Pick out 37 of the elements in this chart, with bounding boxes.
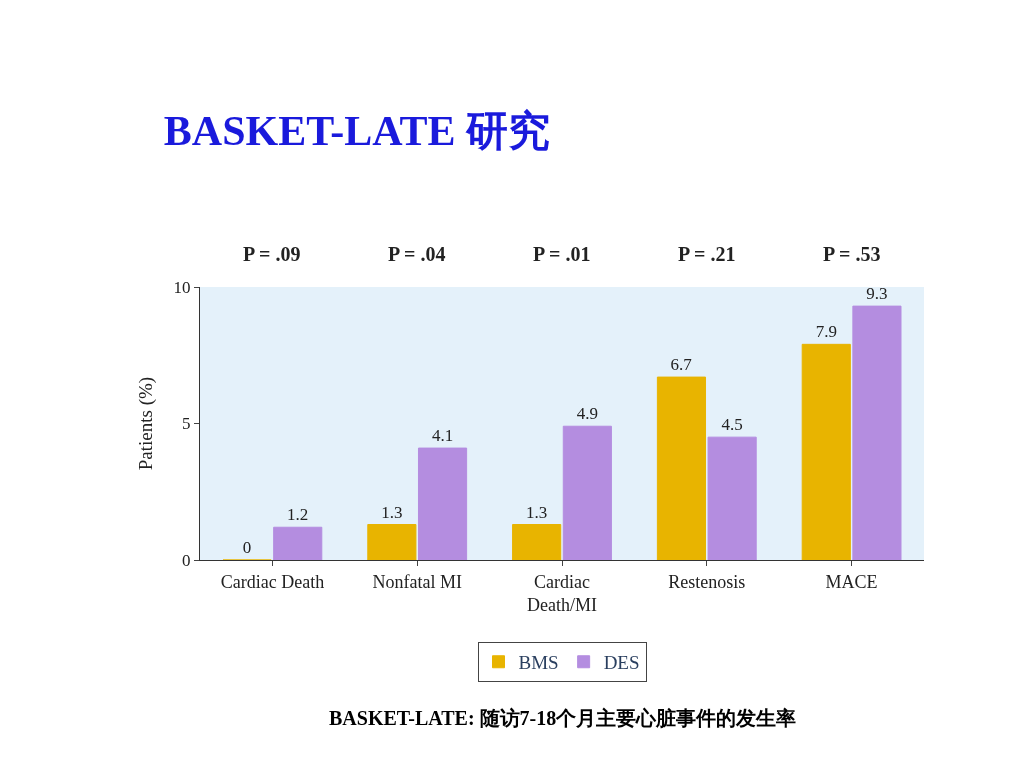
bar [656, 376, 707, 560]
bar [707, 436, 757, 560]
bar [562, 425, 612, 560]
y-tick-label: 5 [182, 414, 191, 434]
y-tick-label: 0 [182, 550, 191, 570]
x-tick-label: Nonfatal MI [372, 571, 462, 592]
bar [417, 447, 468, 560]
text: BASKET-LATE: 随访7-18个月主要心脏事件的发生率 [329, 707, 797, 729]
data-label: 4.9 [576, 404, 598, 424]
x-tick-label: Cardiac Death/MI [527, 571, 597, 615]
data-label: 1.2 [287, 505, 309, 525]
bar [512, 524, 562, 560]
chart-title: BASKET-LATE 研究 [163, 108, 551, 155]
data-label: 7.9 [815, 322, 837, 342]
text: P = .09 [243, 243, 301, 265]
data-label: 0 [242, 538, 252, 557]
legend-label: BMS [518, 652, 559, 674]
data-label: 4.1 [431, 426, 454, 446]
y-tick-label: 10 [173, 277, 191, 297]
data-label: 4.5 [721, 415, 743, 435]
text: P = .21 [678, 243, 736, 265]
x-tick-label: Restenosis [668, 571, 746, 592]
bar [367, 524, 417, 560]
text: P = .53 [823, 243, 881, 265]
bar [852, 305, 902, 560]
bar [273, 526, 323, 560]
x-tick-label: Cardiac Death [220, 571, 325, 592]
text: P = .01 [533, 243, 591, 265]
x-tick-label: MACE [825, 571, 878, 592]
y-axis-title: Patients (%) [135, 376, 158, 471]
text: P = .04 [388, 243, 446, 265]
bar [801, 343, 851, 560]
data-label: 9.3 [866, 284, 888, 304]
legend-label: DES [603, 652, 640, 674]
data-label: 1.3 [526, 502, 548, 522]
data-label: 6.7 [670, 355, 693, 375]
data-label: 1.3 [381, 502, 403, 522]
